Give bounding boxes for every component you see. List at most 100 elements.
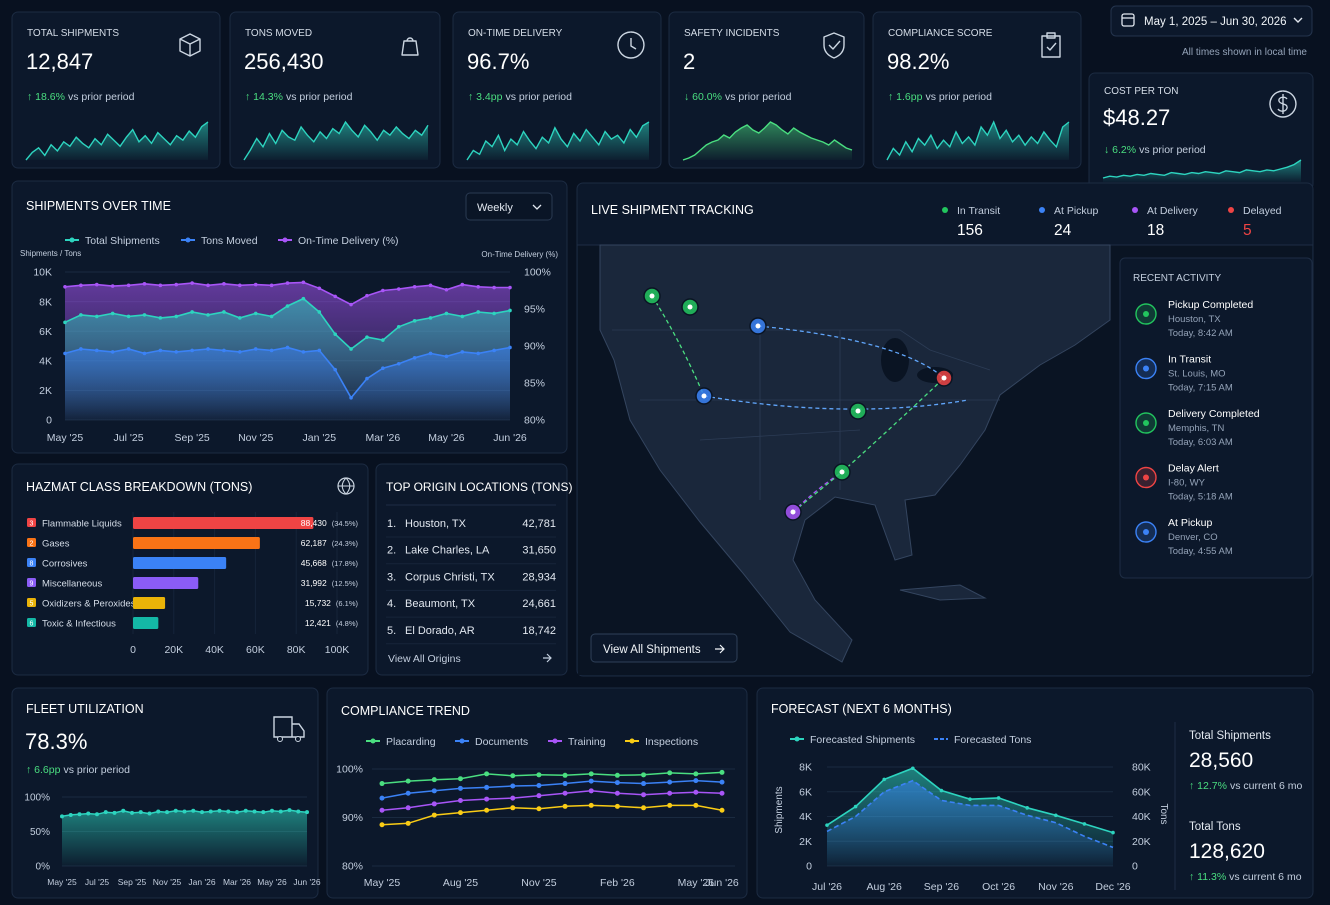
activity-location: I-80, WY: [1168, 478, 1206, 489]
x-tick-label: 20K: [164, 644, 183, 656]
stat-label: Total Shipments: [1189, 730, 1271, 742]
x-tick-label: Nov '26: [1038, 881, 1073, 893]
map-marker-center: [790, 509, 796, 515]
area: [683, 122, 852, 160]
button[interactable]: [590, 633, 738, 663]
axis-label: Tons: [1158, 803, 1169, 824]
point: [94, 282, 99, 287]
kpi-note: vs prior period: [505, 91, 572, 103]
point: [825, 823, 829, 827]
point: [428, 283, 433, 288]
legend-label: Forecasted Tons: [954, 734, 1031, 746]
date-picker[interactable]: [1110, 5, 1313, 37]
x-tick-label: Aug '25: [443, 877, 478, 889]
point: [510, 783, 516, 789]
line: [25, 121, 209, 161]
point: [536, 793, 542, 799]
activity-time: Today, 6:03 AM: [1168, 437, 1233, 448]
point: [217, 808, 222, 813]
point: [492, 348, 496, 353]
point: [158, 316, 163, 320]
legend-label: Forecasted Shipments: [810, 734, 915, 746]
link[interactable]: View All Origins: [388, 653, 461, 665]
point: [138, 810, 143, 815]
point: [190, 281, 194, 285]
point: [126, 347, 131, 351]
legend-dot: [552, 738, 558, 744]
kpi-value: 78.3%: [25, 729, 87, 754]
class-number: 6: [30, 621, 34, 628]
area: [887, 122, 1069, 160]
point: [667, 779, 673, 785]
class-number: 3: [30, 521, 34, 528]
kpi-change: ↑ 18.6%: [27, 91, 65, 103]
share-label: (4.8%): [336, 619, 359, 628]
point: [349, 396, 353, 400]
rank: 3.: [387, 571, 396, 583]
origin-name: Beaumont, TX: [405, 598, 476, 610]
line: [466, 121, 650, 161]
point: [301, 296, 306, 301]
point: [158, 283, 163, 288]
share-label: (34.5%): [332, 519, 359, 528]
point: [94, 348, 99, 353]
line: [381, 790, 723, 811]
point: [431, 788, 437, 794]
route: [792, 377, 945, 513]
point: [939, 788, 944, 793]
point: [317, 310, 322, 314]
share-label: (12.5%): [332, 579, 359, 588]
button-label[interactable]: View All Shipments: [603, 644, 701, 656]
status-value: 18: [1147, 222, 1164, 239]
activity-icon-center: [1143, 311, 1149, 317]
category-label: Gases: [42, 539, 70, 550]
value-label: 88,430: [301, 518, 327, 528]
stat-value: 28,560: [1189, 749, 1253, 772]
y-tick-label: 85%: [524, 378, 545, 390]
x-tick-label: Mar '26: [366, 432, 401, 444]
kpi-note: vs prior period: [725, 91, 792, 103]
calendar-icon: [1121, 13, 1135, 27]
class-badge: [27, 518, 36, 527]
point: [457, 776, 463, 782]
x-tick-label: 60K: [246, 644, 265, 656]
x-tick-label: May '25: [47, 877, 77, 887]
origin-name: Lake Charles, LA: [405, 545, 490, 557]
truck-wheel: [295, 736, 301, 742]
point: [614, 790, 620, 796]
y-tick-label: 2K: [799, 836, 812, 848]
point: [614, 780, 620, 786]
kpi-note: vs prior period: [286, 91, 353, 103]
stat-change: ↑ 12.7%: [1189, 780, 1227, 792]
point: [405, 820, 411, 826]
status-dot: [942, 207, 948, 213]
point: [614, 772, 620, 778]
point: [431, 801, 437, 807]
stat-note: vs current 6 mo: [1230, 780, 1303, 792]
kpi-value: 12,847: [26, 49, 93, 74]
activity-panel: [1119, 257, 1313, 579]
line: [381, 779, 723, 799]
kpi-value: $48.27: [1103, 105, 1170, 130]
kpi-change: ↓ 6.2%: [1104, 144, 1136, 156]
panel-subtitle: RECENT ACTIVITY: [1133, 273, 1221, 284]
x-tick-label: Jun '26: [293, 877, 320, 887]
point: [428, 351, 433, 356]
x-tick-label: Nov '25: [153, 877, 182, 887]
dropdown[interactable]: [465, 192, 553, 221]
x-tick-label: Jan '26: [188, 877, 215, 887]
point: [253, 282, 258, 287]
point: [317, 286, 322, 291]
point: [238, 350, 242, 354]
status-dot: [1132, 207, 1138, 213]
point: [484, 796, 490, 802]
point: [431, 777, 437, 783]
y-tick-label: 0: [1132, 861, 1138, 873]
kpi-note: vs prior period: [63, 764, 130, 776]
kpi-icon: [823, 32, 845, 59]
point: [444, 311, 449, 316]
panel-title: FLEET UTILIZATION: [26, 702, 144, 716]
point: [190, 348, 194, 353]
panel: [452, 11, 662, 169]
point: [1054, 813, 1058, 818]
